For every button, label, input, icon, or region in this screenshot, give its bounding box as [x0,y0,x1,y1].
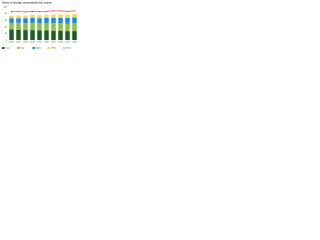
bar-segment [44,14,49,18]
line-point [17,11,20,13]
x-tick-label: 2014 [30,42,35,44]
chart: Share of energy consumption by source 02… [2,1,78,50]
bar-segment [37,30,42,40]
line-point [52,10,55,12]
legend-label: Total [66,47,71,50]
legend-label: Hydro [36,47,43,50]
line [11,10,75,13]
bar-segment [23,15,28,19]
bar-segment [44,23,49,31]
bar-segment [9,29,14,40]
bar-segment [65,23,70,32]
bar-segment [9,22,14,30]
bar-segment [58,17,63,24]
bar-segment [30,17,35,23]
bar-segment [30,30,35,40]
bar-segment [58,23,63,31]
x-tick-label: 2018 [58,42,63,44]
bar-segment [65,31,70,40]
line-point [59,10,62,12]
bar-segment [72,31,77,40]
bar-segment [23,23,28,31]
bar-segment [58,14,63,18]
x-tick-label: 2015 [37,42,42,44]
bar-segment [37,23,42,31]
y-tick-label: 40 [5,26,8,28]
legend-label: Gas [20,48,25,50]
bar-segment [44,17,49,24]
x-tick-label: 2017 [51,42,56,44]
bar-segment [72,23,77,32]
bar-segment [51,30,56,40]
legend-swatch [2,47,5,49]
y-tick-label: 20 [5,33,8,35]
bar-segment [58,30,63,40]
bar-segment [44,30,49,40]
bar-segment [37,18,42,24]
x-tick-label: 2013 [23,42,28,44]
bar-segment [51,17,56,24]
y-tick-label: 80 [5,13,8,15]
line-point [24,11,27,13]
legend-label: Coal [5,48,10,50]
bar-segment [16,15,21,19]
line-point [31,10,34,12]
bar-segment [51,14,56,18]
line-point [10,11,13,13]
bar-segment [9,15,14,19]
bar-segment [16,29,21,40]
bar-segment [65,14,70,18]
legend-swatch [32,47,35,49]
bar-segment [65,17,70,24]
legend-swatch [17,47,20,49]
y-tick-label: 100 [3,7,7,9]
bar-segment [72,17,77,24]
y-tick-label: 60 [5,20,8,22]
bar-segment [16,22,21,30]
line-point [38,11,41,13]
bar-segment [16,18,21,23]
x-tick-label: 2020 [72,42,77,44]
chart-title: Share of energy consumption by source [2,1,52,5]
bar-segment [51,23,56,31]
bar-segment [23,30,28,40]
bar-segment [23,18,28,24]
x-tick-label: 2012 [16,42,21,44]
bar-segment [37,15,42,19]
x-tick-label: 2016 [44,42,49,44]
y-tick-label: 0 [6,40,8,42]
line-point [66,10,69,12]
x-tick-label: 2019 [65,42,70,44]
line-point [73,10,76,12]
bar-segment [30,14,35,18]
bar-segment [30,22,35,31]
bar-segment [9,18,14,23]
legend-label: Other [51,47,57,50]
legend-swatch [47,47,51,49]
bar-segment [72,14,77,18]
x-tick-label: 2011 [9,42,14,44]
line-point [45,10,48,12]
